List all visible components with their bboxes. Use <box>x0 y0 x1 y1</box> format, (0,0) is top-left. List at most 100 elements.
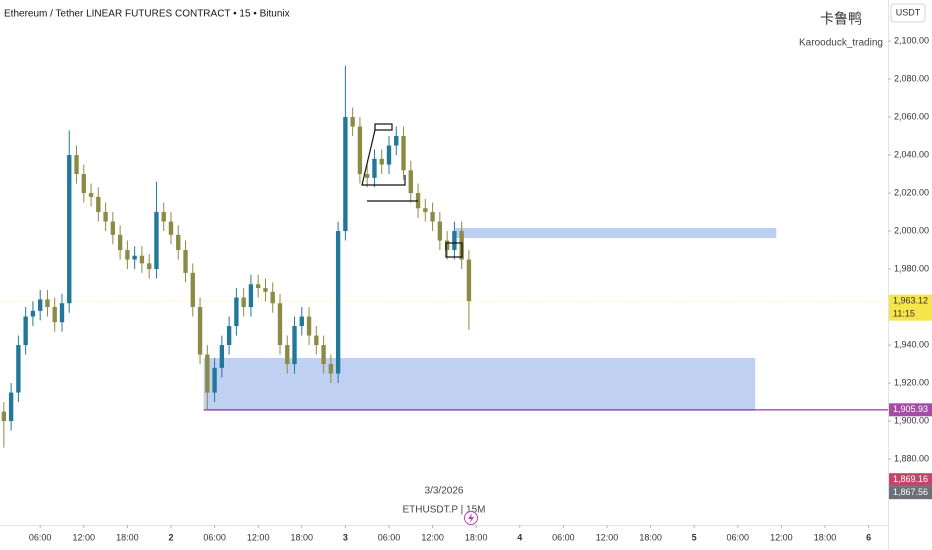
candle-body <box>154 212 159 270</box>
y-tick-label: 2,020.00 <box>894 187 929 197</box>
candle-body <box>321 345 326 365</box>
candle-body <box>357 126 363 175</box>
y-tick-label: 2,040.00 <box>894 149 929 159</box>
price-label: 1,869.16 <box>893 474 928 484</box>
candle-body <box>314 335 319 346</box>
candle-body <box>147 263 152 270</box>
drawing-box <box>374 123 393 131</box>
candle-body <box>139 255 145 264</box>
candle-body <box>81 174 86 194</box>
drawings <box>361 123 463 258</box>
x-tick-label: 18:00 <box>639 532 662 542</box>
candle-body <box>190 272 195 308</box>
candle-body <box>226 326 232 346</box>
x-tick-label: 18:00 <box>291 532 314 542</box>
candle-body <box>88 193 94 197</box>
x-tick-label: 12:00 <box>596 532 619 542</box>
x-tick-label: 6 <box>866 532 871 542</box>
x-tick-label: 5 <box>692 532 697 542</box>
candle-body <box>437 221 443 241</box>
x-tick-label: 12:00 <box>770 532 793 542</box>
currency-box[interactable] <box>890 3 926 23</box>
candle-body <box>38 299 43 311</box>
price-label-box <box>889 403 932 417</box>
chart-title: Ethereum / Tether LINEAR FUTURES CONTRAC… <box>4 9 290 20</box>
candle-body <box>197 307 203 355</box>
watermark-symbol: 卡鲁鸭 <box>820 11 862 27</box>
candle-body <box>176 234 181 251</box>
x-tick-label: 12:00 <box>421 532 444 542</box>
y-tick-label: 1,980.00 <box>894 263 929 273</box>
y-tick-label: 2,000.00 <box>894 225 929 235</box>
zone <box>455 228 777 239</box>
zone <box>203 357 756 411</box>
candle-body <box>205 354 210 393</box>
candle-body <box>299 316 304 327</box>
candle-body <box>401 136 406 171</box>
candle-body <box>212 367 217 393</box>
footer-symbol: ETHUSDT.P | 15M <box>403 505 486 516</box>
candle-body <box>379 158 384 165</box>
x-tick-label: 06:00 <box>29 532 52 542</box>
candle-body <box>110 221 116 235</box>
candle-body <box>270 291 275 304</box>
candles <box>1 65 472 448</box>
candle-body <box>8 392 14 422</box>
candle-body <box>335 231 341 374</box>
candle-body <box>96 196 101 213</box>
y-tick-label: 2,060.00 <box>894 111 929 121</box>
candle-body <box>67 155 72 304</box>
drawing-line <box>361 129 406 186</box>
candle-body <box>16 345 21 393</box>
candle-body <box>23 316 28 346</box>
candle-body <box>306 316 312 336</box>
candle-body <box>263 288 268 292</box>
watermark-author: Karooduck_trading <box>799 38 883 49</box>
price-label: 1,867.56 <box>893 487 928 497</box>
x-tick-label: 06:00 <box>727 532 750 542</box>
candle-body <box>430 212 435 222</box>
candle-body <box>452 231 457 251</box>
candle-body <box>415 193 421 209</box>
candle-body <box>234 297 239 327</box>
candle-body <box>386 145 392 165</box>
x-tick-label: 12:00 <box>73 532 96 542</box>
candle-body <box>103 212 108 222</box>
candle-body <box>52 307 57 323</box>
candle-body <box>277 303 283 346</box>
x-tick-label: 06:00 <box>378 532 401 542</box>
candle-body <box>256 284 261 289</box>
axes: 2,100.00 2,080.00 2,060.00 2,040.00 2,020.00… <box>29 35 932 542</box>
y-tick-label: 2,100.00 <box>894 35 929 45</box>
candle-body <box>183 250 188 273</box>
price-label: 1,905.93 <box>893 404 928 414</box>
candle-body <box>1 411 7 422</box>
y-tick-label: 1,940.00 <box>894 339 929 349</box>
candle-body <box>132 255 137 260</box>
y-tick-label: 1,920.00 <box>894 377 929 387</box>
price-label-box <box>889 294 932 321</box>
candle-body <box>372 158 377 178</box>
candle-body <box>219 345 225 368</box>
candle-body <box>285 345 290 365</box>
price-label-box <box>889 486 932 500</box>
candle-body <box>394 136 399 146</box>
y-tick-label: 1,900.00 <box>894 415 929 425</box>
x-tick-label: 06:00 <box>552 532 575 542</box>
candle-body <box>248 284 254 308</box>
candle-body <box>292 326 297 365</box>
x-tick-label: 18:00 <box>465 532 488 542</box>
candle-body <box>30 310 36 317</box>
replay-icon-bolt <box>468 513 474 523</box>
x-tick-label: 18:00 <box>814 532 837 542</box>
candle-body <box>74 155 79 175</box>
x-tick-label: 4 <box>517 532 522 542</box>
currency-label[interactable]: USDT <box>896 7 921 17</box>
price-label-box <box>889 473 932 487</box>
candle-body <box>350 117 355 127</box>
x-tick-label: 18:00 <box>116 532 139 542</box>
y-tick-label: 2,080.00 <box>894 73 929 83</box>
x-tick-label: 06:00 <box>203 532 226 542</box>
